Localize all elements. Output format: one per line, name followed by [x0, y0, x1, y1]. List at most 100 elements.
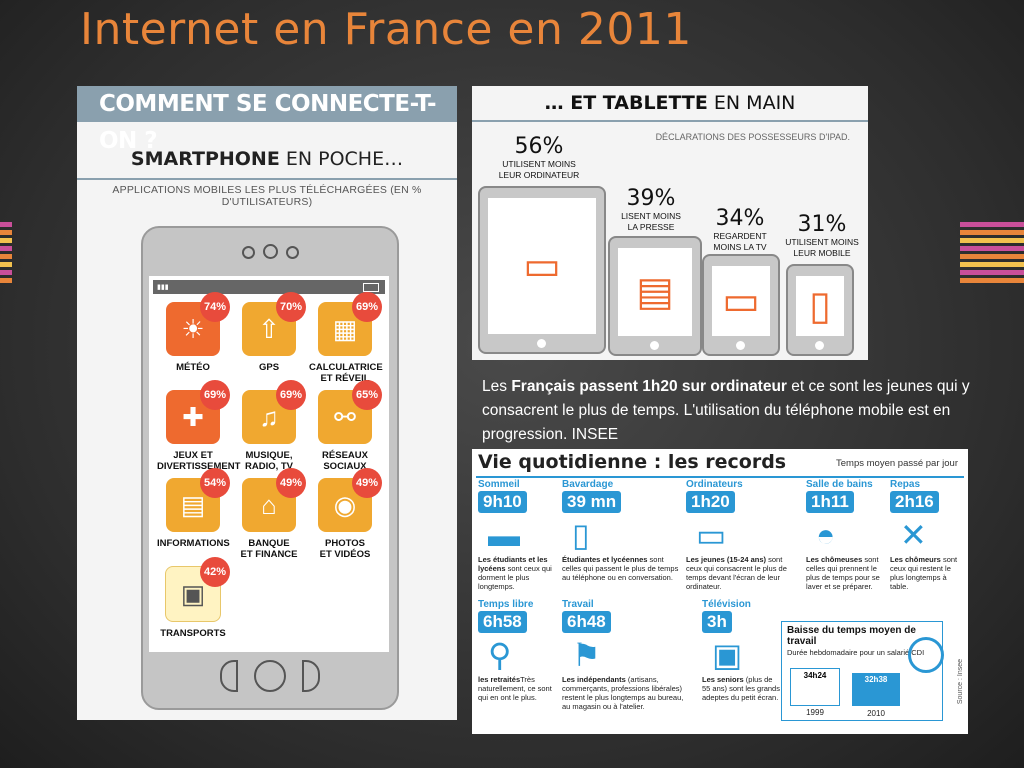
time-badge: 6h48 [562, 611, 611, 633]
app-item: ⌂ 49% BANQUE ET FINANCE [233, 468, 306, 560]
app-item: ▤ 54% INFORMATIONS [157, 468, 230, 549]
signal-icon: ▮▮▮ [157, 284, 169, 291]
panel-header: COMMENT SE CONNECTE-T-ON ? [77, 86, 457, 154]
record-category: Télévision 3h ▣ Les seniors (plus de 55 ans… [702, 599, 780, 702]
record-category: Repas 2h16 ✕ Les chômeurs sont ceux qui res… [890, 479, 966, 591]
percent-badge: 65% [352, 380, 382, 410]
record-category: Sommeil 9h10 ▬ Les étudiants et les lycéens… [478, 479, 558, 591]
bed-icon: ▬ [488, 517, 520, 553]
newspaper-icon: ▤ 54% [166, 468, 230, 532]
mobile-icon: ▯ [808, 284, 832, 328]
app-label: PHOTOS ET VIDÉOS [319, 538, 371, 560]
panel-note: DÉCLARATIONS DES POSSESSEURS D'IPAD. [655, 132, 850, 142]
phone-buttons [143, 660, 397, 692]
app-label: TRANSPORTS [160, 628, 226, 639]
phone-icon: ▯ [572, 517, 590, 553]
divider [472, 120, 868, 122]
decorative-stripes-right [960, 222, 1024, 286]
stat-press: 39% LISENT MOINS LA PRESSE [621, 186, 681, 232]
camera-icon: ◉ 49% [318, 468, 382, 532]
percent-badge: 49% [276, 468, 306, 498]
app-item: ▦ 69% CALCULATRICE ET RÉVEIL [309, 292, 383, 384]
infographic-title: Vie quotidienne : les records [478, 451, 787, 473]
calculator-icon: ▦ 69% [318, 292, 382, 356]
percent-badge: 69% [352, 292, 382, 322]
bar-2010: 32h38 2010 [852, 673, 900, 718]
panel-header: … ET TABLETTE EN MAIN [544, 92, 796, 114]
time-badge: 1h20 [686, 491, 735, 513]
divider [476, 476, 964, 478]
time-badge: 1h11 [806, 491, 854, 513]
time-badge: 39 mn [562, 491, 622, 513]
tv-icon: ▭ [722, 279, 760, 323]
time-badge: 2h16 [890, 491, 939, 513]
app-label: MUSIQUE, RADIO, TV [244, 450, 294, 472]
smartphone-infographic: COMMENT SE CONNECTE-T-ON ? SMARTPHONE EN… [77, 86, 457, 720]
panel-caption: APPLICATIONS MOBILES LES PLUS TÉLÉCHARGÉ… [112, 184, 422, 208]
time-badge: 6h58 [478, 611, 527, 633]
music-note-icon: ♫ 69% [242, 380, 306, 444]
percent-badge: 69% [200, 380, 230, 410]
percent-badge: 42% [200, 557, 230, 587]
time-badge: 3h [702, 611, 732, 633]
laptop-icon: ▭ [696, 517, 727, 553]
source-note: Source : Insee [957, 659, 964, 705]
app-label: CALCULATRICE ET RÉVEIL [309, 362, 383, 384]
tablet-device: ▭ [478, 186, 606, 354]
infographic-subtitle: Temps moyen passé par jour [836, 458, 958, 469]
bank-icon: ⌂ 49% [242, 468, 306, 532]
divider [77, 178, 457, 180]
app-label: INFORMATIONS [157, 538, 230, 549]
percent-badge: 69% [276, 380, 306, 410]
record-category: Temps libre 6h58 ⚲ les retraitésTrès nature… [478, 599, 558, 702]
walking-man-icon: ⚲ [488, 637, 512, 673]
panel-subheader: SMARTPHONE EN POCHE… [130, 148, 404, 170]
stat-mobile: 31% UTILISENT MOINS LEUR MOBILE [785, 212, 859, 258]
status-bar: ▮▮▮ [153, 280, 385, 294]
decorative-stripes-left [0, 222, 12, 286]
app-label: BANQUE ET FINANCE [240, 538, 298, 560]
daily-records-infographic: Vie quotidienne : les records Temps moye… [472, 449, 968, 734]
train-icon: ▣ 42% [165, 557, 230, 622]
app-label: RÉSEAUX SOCIAUX [322, 450, 368, 472]
percent-badge: 54% [200, 468, 230, 498]
worker-icon: ⚑ [572, 637, 601, 673]
home-arrow-icon: ⇧ 70% [242, 292, 306, 356]
tablet-infographic: … ET TABLETTE EN MAIN DÉCLARATIONS DES P… [472, 86, 868, 360]
work-time-box: Baisse du temps moyen de travail Durée h… [781, 621, 943, 721]
stat-tv: 34% REGARDENT MOINS LA TV [713, 206, 767, 252]
percent-badge: 74% [200, 292, 230, 322]
page-title: Internet en France en 2011 [80, 4, 692, 55]
app-item: ◉ 49% PHOTOS ET VIDÉOS [309, 468, 382, 560]
tablet-device: ▤ [608, 236, 702, 356]
person-icon: ◓ [816, 517, 836, 553]
record-category: Travail 6h48 ⚑ Les indépendants (artisans, … [562, 599, 690, 711]
tablet-device: ▯ [786, 264, 854, 356]
phone-speaker [143, 244, 397, 264]
bar-1999: 34h24 1999 [790, 668, 840, 717]
record-category: Ordinateurs 1h20 ▭ Les jeunes (15-24 ans) s… [686, 479, 798, 591]
app-item: ✚ 69% JEUX ET DIVERTISSEMENT [157, 380, 241, 472]
app-item: ⚯ 65% RÉSEAUX SOCIAUX [309, 380, 382, 472]
tablet-device: ▭ [702, 254, 780, 356]
stat-computer: 56% UTILISENT MOINS LEUR ORDINATEUR [498, 134, 580, 180]
time-badge: 9h10 [478, 491, 527, 513]
phone-screen: ▮▮▮ ☀ 74% MÉTÉO ⇧ 70% GPS ▦ 69% CALCULATRICE ET … [149, 276, 389, 652]
cutlery-icon: ✕ [900, 517, 927, 553]
record-category: Bavardage 39 mn ▯ Étudiantes et lycéennes s… [562, 479, 679, 582]
battery-icon [363, 283, 379, 292]
app-item: ♫ 69% MUSIQUE, RADIO, TV [233, 380, 306, 472]
tv-icon: ▣ [712, 637, 743, 673]
newspaper-icon: ▤ [636, 270, 674, 314]
percent-badge: 49% [352, 468, 382, 498]
summary-text: Les Français passent 1h20 sur ordinateur… [482, 378, 970, 443]
phone-illustration: ▮▮▮ ☀ 74% MÉTÉO ⇧ 70% GPS ▦ 69% CALCULATRICE ET … [141, 226, 399, 710]
app-label: JEUX ET DIVERTISSEMENT [157, 450, 241, 472]
app-item: ⇧ 70% GPS [233, 292, 306, 373]
clock-icon [908, 637, 944, 673]
computer-icon: ▭ [523, 244, 561, 288]
network-icon: ⚯ 65% [318, 380, 382, 444]
app-item: ☀ 74% MÉTÉO [157, 292, 230, 373]
gamepad-icon: ✚ 69% [166, 380, 230, 444]
sun-icon: ☀ 74% [166, 292, 230, 356]
